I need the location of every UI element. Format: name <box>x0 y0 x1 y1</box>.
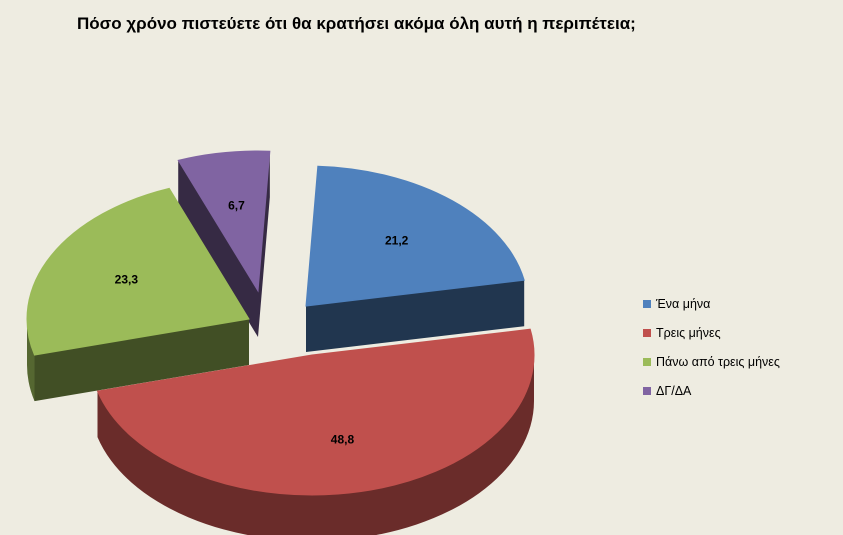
data-label-4: 6,7 <box>228 198 245 212</box>
chart-legend: Ένα μήνα Τρεις μήνες Πάνω από τρεις μήνες Δ… <box>643 297 780 413</box>
data-label-1: 21,2 <box>385 234 409 248</box>
data-label-3: 23,3 <box>115 273 139 287</box>
legend-item-3: Πάνω από τρεις μήνες <box>643 355 780 369</box>
chart-title: Πόσο χρόνο πιστεύετε ότι θα κρατήσει ακό… <box>77 14 636 33</box>
pie-slice-3: 23,3 <box>26 187 250 402</box>
pie-slice-1: 21,2 <box>305 165 525 352</box>
pie-slice-4: 6,7 <box>177 150 271 337</box>
legend-item-4: ΔΓ/ΔΑ <box>643 384 780 398</box>
data-label-2: 48,8 <box>331 433 355 447</box>
legend-label: Πάνω από τρεις μήνες <box>656 355 780 369</box>
legend-item-2: Τρεις μήνες <box>643 326 780 340</box>
legend-swatch <box>643 358 651 366</box>
legend-label: Ένα μήνα <box>656 297 711 311</box>
legend-swatch <box>643 387 651 395</box>
legend-label: Τρεις μήνες <box>656 326 721 340</box>
pie-slice-2: 48,8 <box>96 328 535 535</box>
legend-label: ΔΓ/ΔΑ <box>656 384 692 398</box>
legend-swatch <box>643 300 651 308</box>
legend-swatch <box>643 329 651 337</box>
legend-item-1: Ένα μήνα <box>643 297 780 311</box>
